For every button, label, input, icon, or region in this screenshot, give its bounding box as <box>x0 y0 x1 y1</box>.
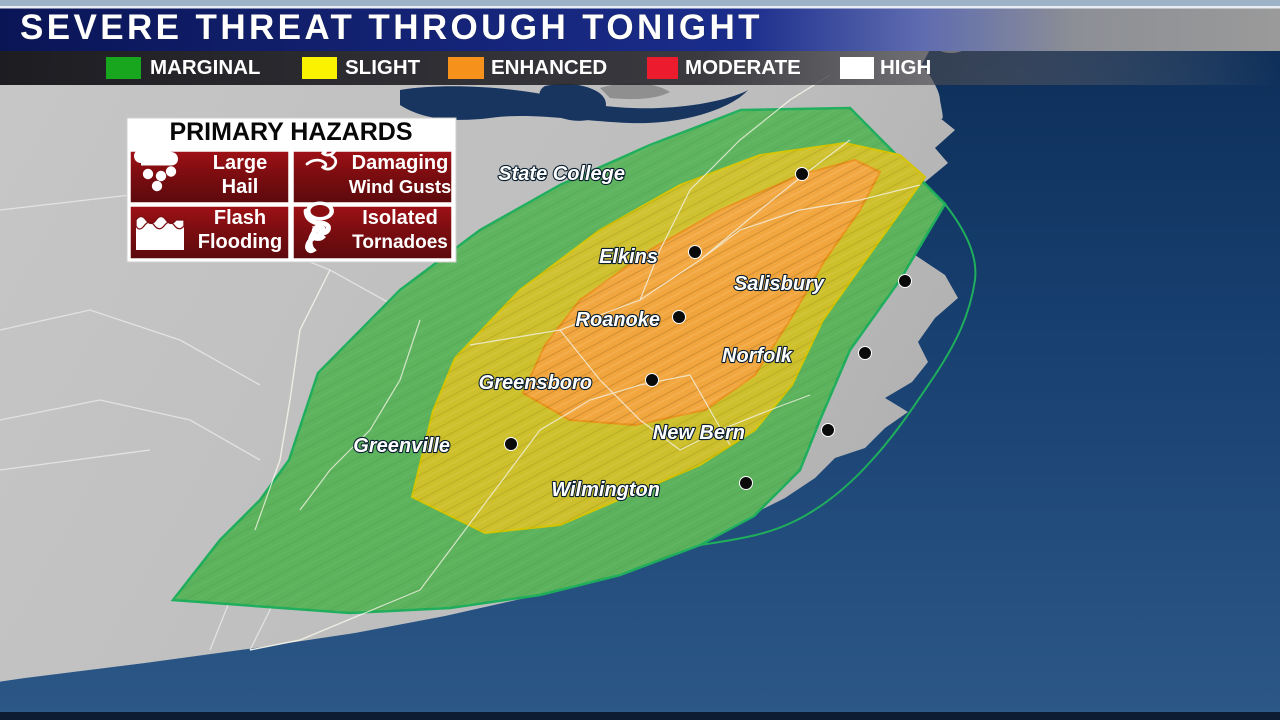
svg-text:Isolated: Isolated <box>362 207 438 229</box>
svg-text:MODERATE: MODERATE <box>685 56 801 79</box>
svg-text:Flash: Flash <box>214 207 266 229</box>
svg-text:HIGH: HIGH <box>880 56 931 79</box>
svg-text:PRIMARY HAZARDS: PRIMARY HAZARDS <box>169 118 412 146</box>
svg-text:Flooding: Flooding <box>198 231 282 253</box>
svg-text:Hail: Hail <box>222 176 259 198</box>
svg-text:ENHANCED: ENHANCED <box>491 56 607 79</box>
svg-text:Tornadoes: Tornadoes <box>352 232 448 253</box>
svg-text:SEVERE THREAT THROUGH TONIGHT: SEVERE THREAT THROUGH TONIGHT <box>20 8 760 47</box>
svg-text:MARGINAL: MARGINAL <box>150 56 260 79</box>
svg-text:Large: Large <box>213 152 267 174</box>
svg-text:Damaging: Damaging <box>352 152 449 174</box>
svg-text:SLIGHT: SLIGHT <box>345 56 421 79</box>
svg-text:Wind Gusts: Wind Gusts <box>349 176 452 197</box>
